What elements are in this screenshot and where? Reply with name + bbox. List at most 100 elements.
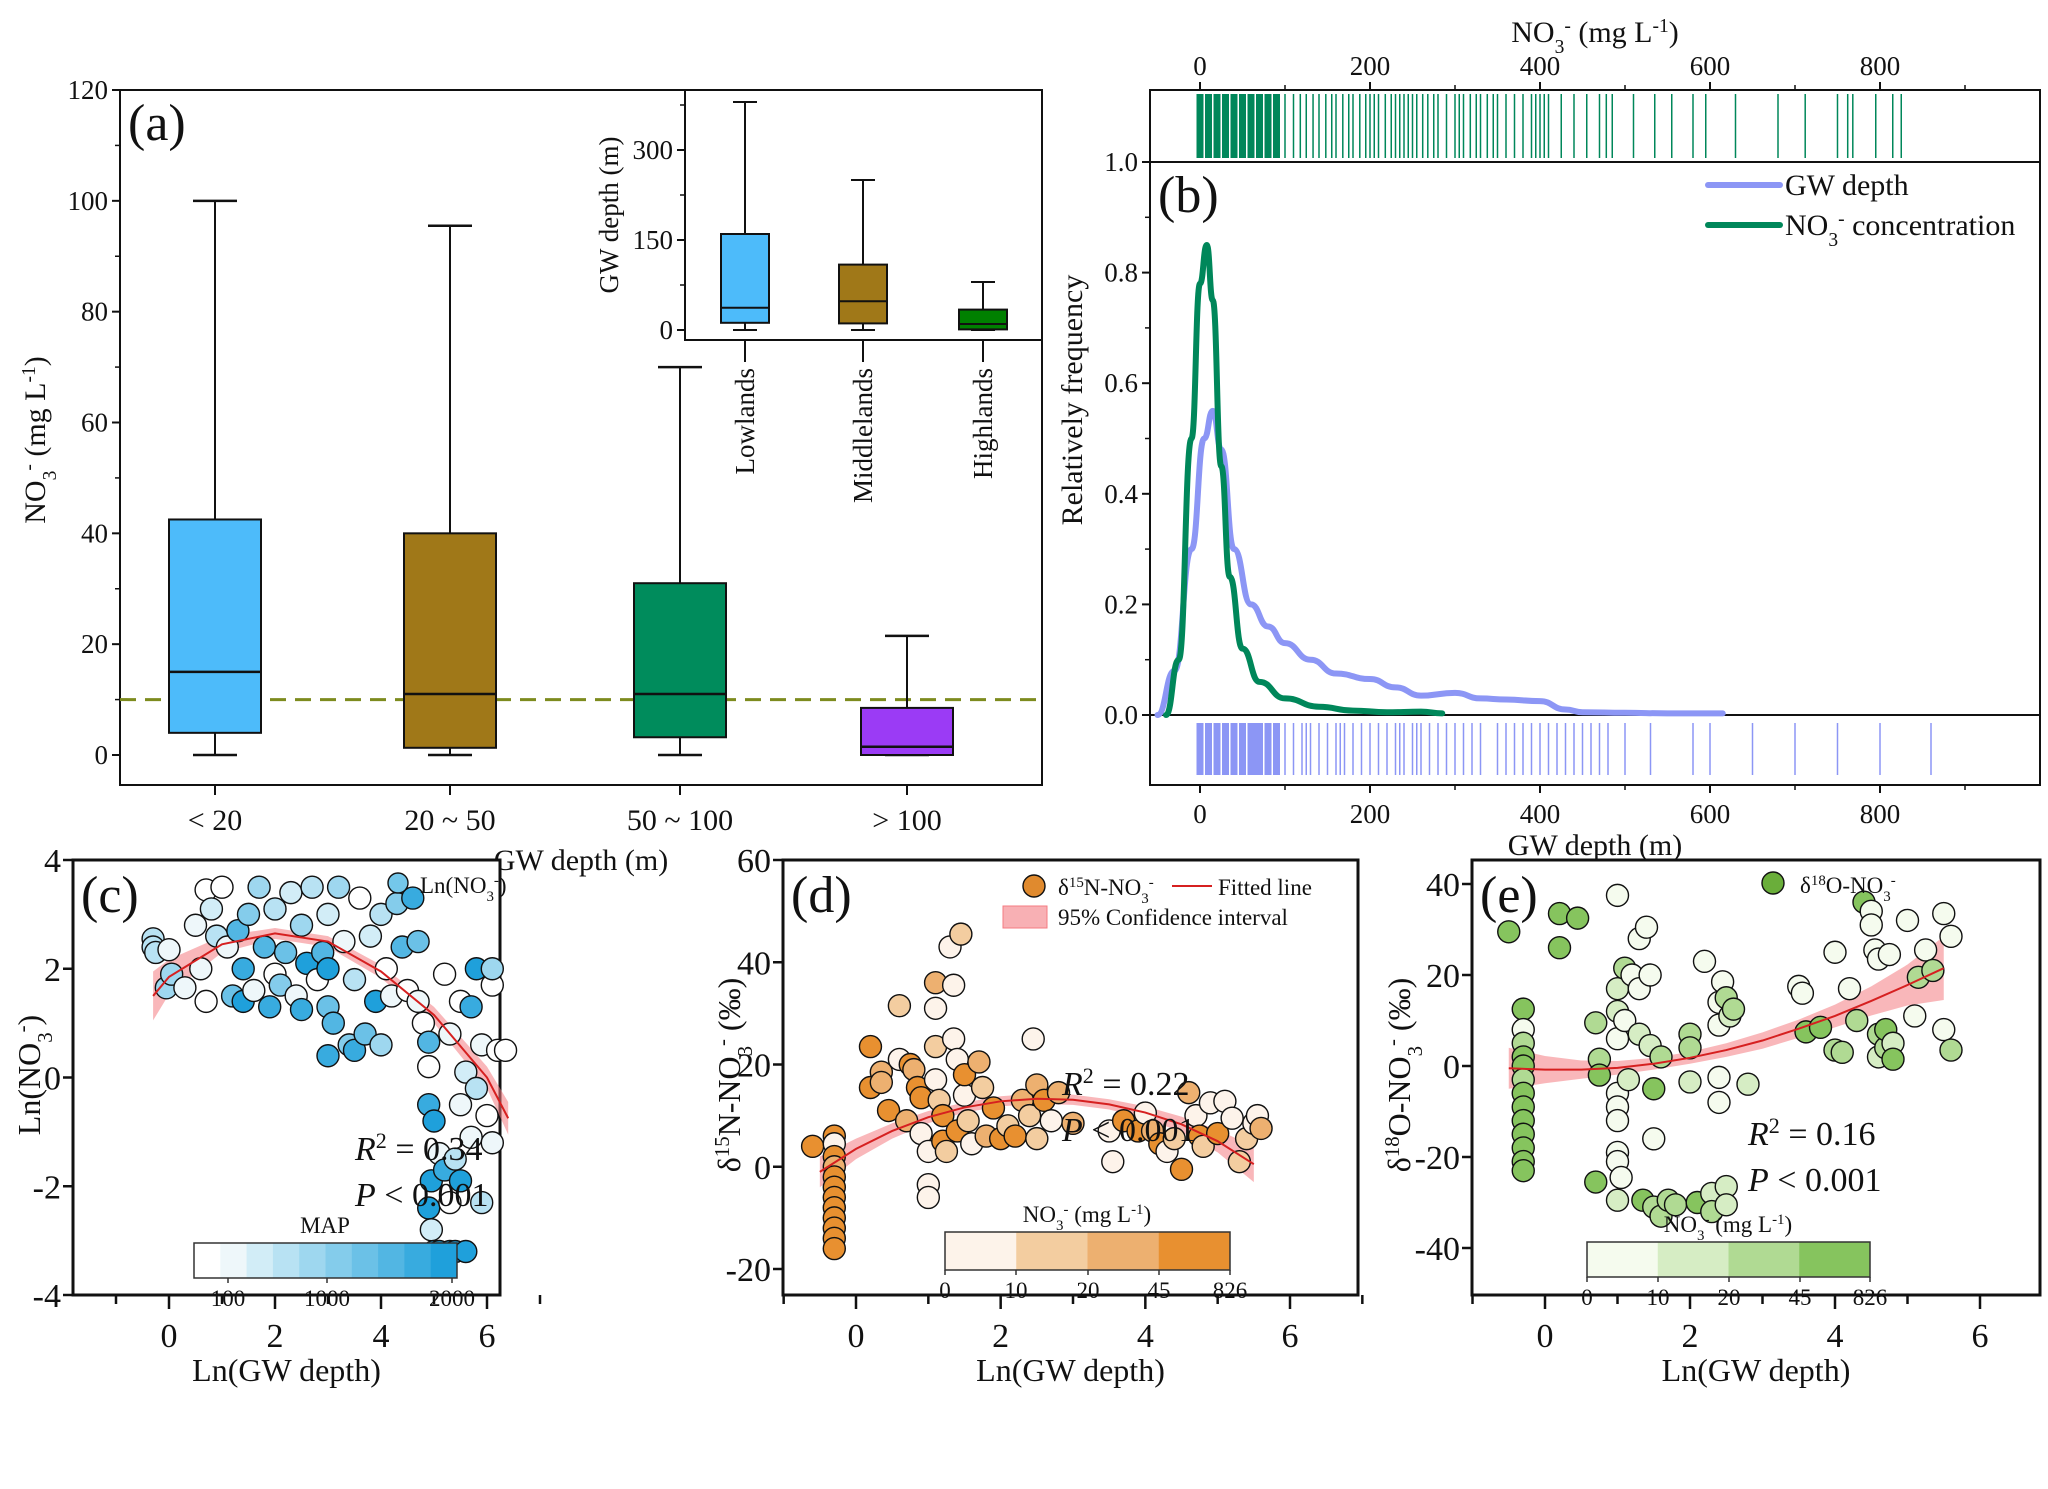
x-category-label: 50 ~ 100 [627, 804, 733, 837]
inset-box-2 [958, 281, 1008, 331]
data-point [1511, 1158, 1535, 1183]
data-point [1877, 942, 1902, 967]
data-point [923, 1068, 948, 1092]
legend-label: Ln(NO3-) [420, 873, 507, 905]
y-tick-label: 0.4 [1104, 479, 1138, 509]
y-tick-label: 0 [95, 740, 109, 770]
data-point [887, 994, 912, 1018]
x-tick-label: 4 [1137, 1318, 1154, 1355]
box-body [958, 308, 1008, 331]
colorbar-tick-label: 2000 [429, 1286, 475, 1311]
legend-swatch-confidence [1002, 905, 1048, 929]
box-3 [860, 634, 954, 757]
colorbar-segment [325, 1243, 353, 1278]
top-x-tick-label: 200 [1350, 51, 1391, 81]
colorbar-tick-label: 826 [1213, 1278, 1248, 1303]
inset-y-tick-label: 0 [660, 315, 674, 345]
data-point [1249, 1116, 1273, 1141]
data-point [1714, 1193, 1738, 1217]
colorbar-tick-label: 0 [1581, 1285, 1593, 1310]
data-point [1634, 915, 1659, 939]
fitted-line [1508, 967, 1945, 1071]
data-point [210, 875, 234, 899]
colorbar-segment [1087, 1232, 1160, 1270]
x-category-label: > 100 [872, 804, 941, 837]
x-axis-title: Ln(GW depth) [192, 1352, 381, 1388]
data-point [1830, 1040, 1854, 1065]
data-point [279, 880, 303, 905]
data-point [273, 940, 298, 965]
data-point [300, 875, 324, 899]
colorbar-segment [299, 1243, 326, 1278]
data-point [247, 875, 271, 899]
data-point [822, 1236, 846, 1261]
colorbar-tick-label: 20 [1077, 1278, 1100, 1303]
data-point [941, 1027, 966, 1051]
data-point [1707, 1090, 1731, 1115]
y-axis-title: δ18O-NO3- (‰) [1381, 978, 1427, 1173]
y-tick-label: -20 [726, 1252, 771, 1289]
x-tick-label: 6 [479, 1318, 496, 1355]
panel-label-a: (a) [128, 95, 186, 152]
data-point [1162, 1126, 1186, 1151]
box-1 [403, 224, 497, 757]
box-body [633, 582, 727, 739]
data-point [199, 897, 224, 921]
data-point [369, 1033, 393, 1057]
y-tick-label: 0.8 [1104, 258, 1138, 288]
density-line-gw-depth [1154, 407, 1726, 718]
p-value-annotation: P < 0.001 [1747, 1162, 1881, 1199]
x-axis-title: GW depth (m) [494, 844, 668, 877]
data-point [342, 967, 367, 992]
data-point [480, 1131, 504, 1155]
data-point [858, 1034, 883, 1059]
data-point [493, 1038, 518, 1063]
data-point [448, 1169, 473, 1193]
bottom-x-tick-label: 0 [1193, 799, 1207, 829]
data-point [263, 897, 287, 921]
data-point [970, 1075, 995, 1100]
data-point [448, 1092, 473, 1117]
data-point [252, 935, 277, 959]
y-tick-label: 0.2 [1104, 589, 1138, 619]
data-point [417, 1054, 441, 1079]
y-tick-label: 80 [81, 297, 108, 327]
colorbar-segment [378, 1243, 405, 1278]
legend-label-d15n: δ15N-NO3- [1058, 875, 1154, 907]
data-point [406, 929, 430, 954]
data-point [1939, 924, 1963, 949]
panel-label-d: (d) [791, 867, 852, 924]
data-point [1021, 1027, 1045, 1051]
panel-label-e: (e) [1480, 867, 1538, 924]
legend-marker-d18o [1761, 871, 1785, 895]
data-point [470, 1190, 494, 1215]
data-point [934, 1139, 959, 1164]
data-point [1642, 1127, 1666, 1151]
colorbar-tick-label: 0 [939, 1278, 951, 1303]
data-point [342, 1038, 367, 1063]
data-point [1584, 1170, 1608, 1194]
y-tick-label: 0.6 [1104, 368, 1138, 398]
x-category-label: < 20 [188, 804, 242, 837]
y-tick-label: 2 [44, 952, 61, 989]
data-point [1025, 1126, 1049, 1151]
x-tick-label: 0 [1537, 1318, 1554, 1355]
box-body [403, 532, 497, 749]
fitted-line [819, 1097, 1255, 1173]
box-body [720, 233, 770, 324]
data-point [1565, 906, 1590, 930]
data-point [454, 1239, 478, 1264]
data-point [316, 902, 340, 927]
panel-d-scatter: -20 0 20 40 60 0 2 4 6 Ln(GW depth) δ15N-NO3- (‰) R… [711, 843, 1364, 1388]
data-point [289, 913, 314, 937]
data-point [941, 973, 966, 997]
data-point [967, 1050, 991, 1074]
data-point [242, 978, 266, 1003]
legend-label-gw-depth: GW depth [1785, 169, 1909, 202]
density-line-nitrate [1163, 241, 1446, 718]
colorbar-segment [430, 1243, 458, 1278]
data-point [800, 1134, 825, 1159]
data-point [443, 1147, 467, 1171]
